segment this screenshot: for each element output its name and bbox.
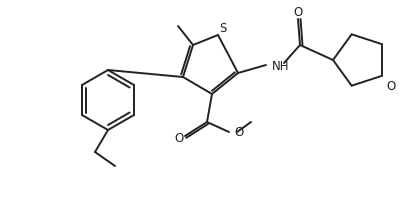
Text: NH: NH xyxy=(272,60,289,72)
Text: O: O xyxy=(234,126,243,138)
Text: O: O xyxy=(174,131,184,145)
Text: O: O xyxy=(293,6,302,18)
Text: O: O xyxy=(387,80,396,93)
Text: S: S xyxy=(219,23,227,35)
